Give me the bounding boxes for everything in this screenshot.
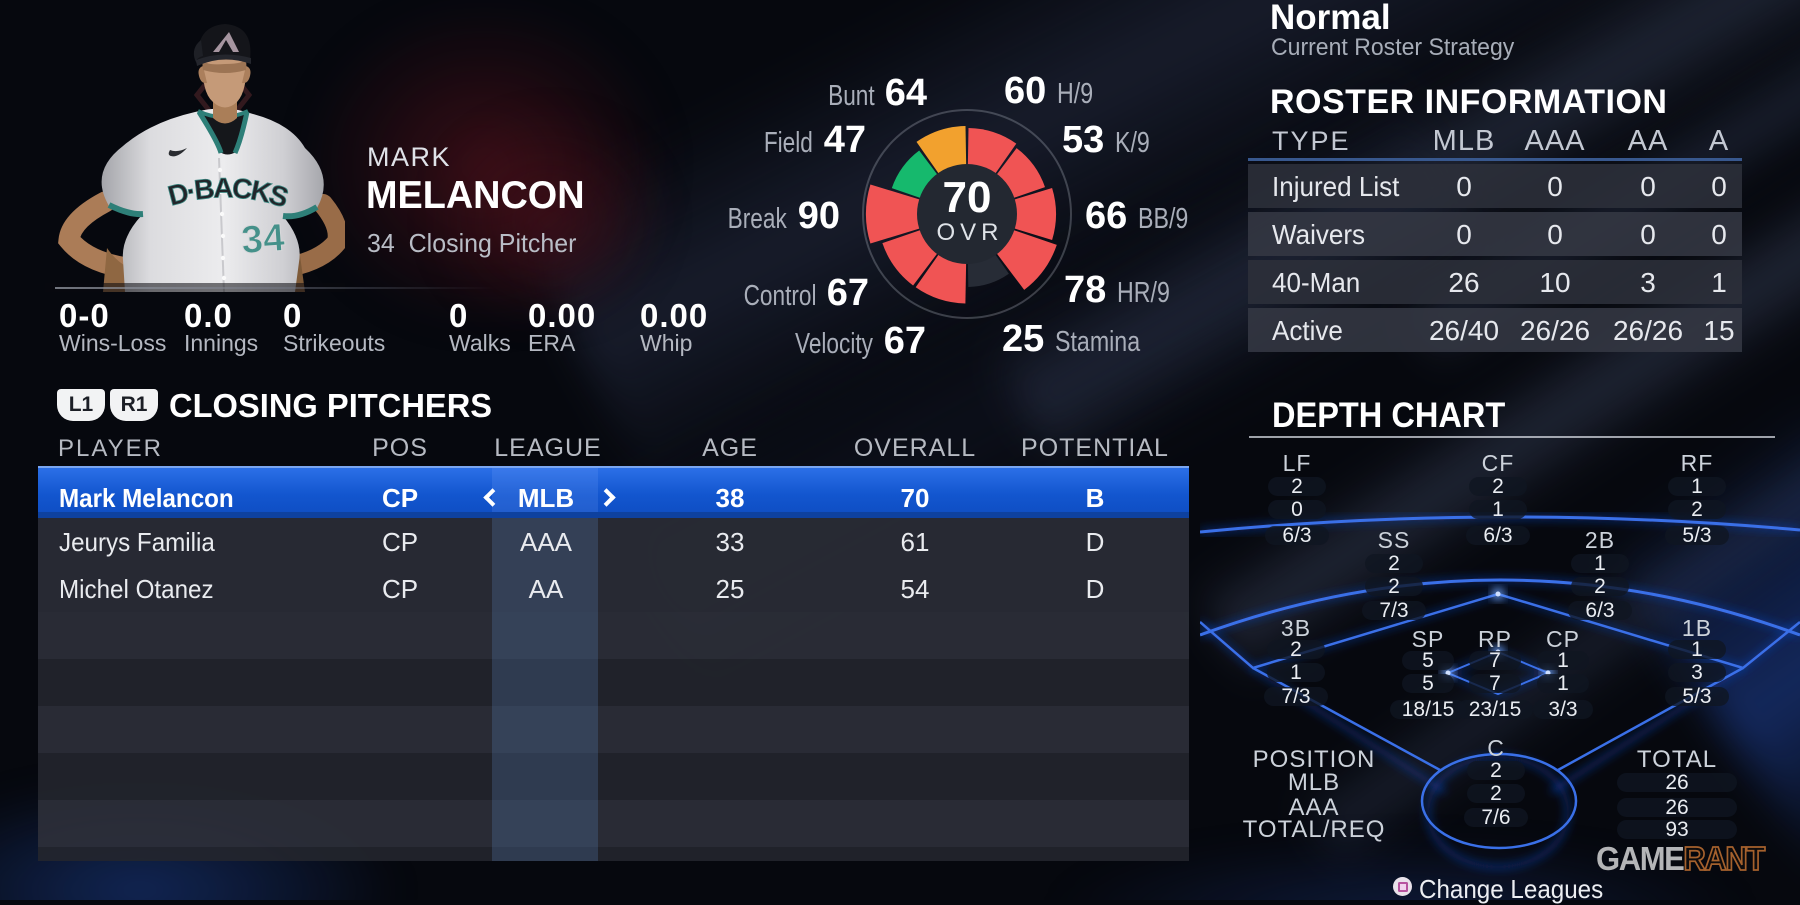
- svg-text:34: 34: [240, 216, 287, 262]
